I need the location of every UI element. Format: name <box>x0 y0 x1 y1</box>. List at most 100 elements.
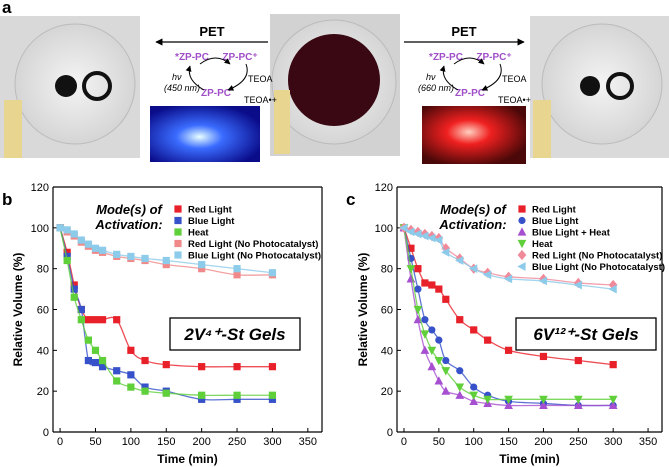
marker <box>56 224 64 232</box>
annotation: 2V⁴⁺-St Gels <box>183 325 285 344</box>
marker <box>434 356 444 366</box>
marker <box>77 236 85 244</box>
legend-label: Red Light <box>188 205 233 216</box>
light: (660 nm) <box>418 83 454 93</box>
marker <box>455 256 464 265</box>
annotation-box <box>169 317 301 351</box>
marker <box>268 269 277 277</box>
x-axis-label: Time (min) <box>157 452 217 466</box>
marker <box>420 345 430 354</box>
legend-label: Red Light (No Photocatalyst) <box>532 251 662 262</box>
light: hν <box>426 72 436 82</box>
marker <box>141 383 149 391</box>
photo-right <box>530 16 669 158</box>
marker <box>113 367 121 375</box>
y-tick-label: 100 <box>375 223 393 235</box>
legend-label: Heat <box>532 239 553 250</box>
legend-marker <box>174 228 182 236</box>
marker <box>84 240 92 248</box>
marker <box>141 387 149 395</box>
marker <box>539 400 548 410</box>
marker <box>470 383 478 391</box>
marker <box>427 346 437 356</box>
legend-title: Mode(s) of Activation: <box>439 202 507 232</box>
marker <box>63 256 71 265</box>
pet-label: PET <box>451 24 476 39</box>
series <box>399 223 617 294</box>
series <box>400 216 617 410</box>
marker <box>70 293 78 301</box>
species: ZP-PC⁺ <box>476 52 511 63</box>
marker <box>91 316 100 324</box>
photo-blue-light <box>150 106 260 162</box>
marker <box>482 270 492 280</box>
legend-label: Red Light <box>532 205 577 216</box>
marker <box>428 326 436 334</box>
marker <box>84 336 92 344</box>
marker <box>77 316 85 324</box>
legend-label: Red Light (No Photocatalyst) <box>188 239 318 250</box>
legend-label: Heat <box>188 228 209 239</box>
marker <box>233 391 241 399</box>
y-tick-label: 20 <box>37 386 49 398</box>
y-axis-label: Relative Volume (%) <box>11 253 25 367</box>
panel-letter: c <box>346 190 355 209</box>
marker <box>233 265 241 273</box>
x-tick-label: 250 <box>569 436 587 448</box>
legend-marker <box>518 216 526 225</box>
marker <box>63 248 71 256</box>
marker <box>70 285 78 293</box>
panel-letter: a <box>2 0 12 17</box>
marker <box>268 391 277 399</box>
cycle-right: PET *ZP-PC ZP-PC⁺ ZP-PC TEOA TEOA•+ hν (… <box>404 24 531 105</box>
marker <box>609 361 617 369</box>
marker <box>504 346 513 354</box>
y-tick-label: 80 <box>381 264 393 276</box>
marker <box>198 260 206 269</box>
legend-label: Blue Light (No Photocatalyst) <box>532 262 665 273</box>
x-axis-label: Time (min) <box>499 452 559 466</box>
marker <box>91 346 100 354</box>
marker <box>468 264 478 274</box>
species: ZP-PC <box>455 88 485 99</box>
y-tick-label: 60 <box>37 305 49 317</box>
y-tick-label: 20 <box>381 386 393 398</box>
marker <box>233 395 241 403</box>
marker <box>98 363 107 371</box>
marker <box>441 386 451 395</box>
marker <box>420 330 430 339</box>
marker <box>406 265 416 274</box>
marker <box>539 395 548 405</box>
marker <box>608 395 618 405</box>
y-tick-label: 40 <box>381 345 393 357</box>
legend-label: Blue Light + Heat <box>532 228 611 239</box>
x-tick-label: 350 <box>639 436 657 448</box>
legend-marker <box>174 205 182 213</box>
marker <box>573 395 583 405</box>
species: TEOA•+ <box>244 95 277 105</box>
marker <box>539 352 548 361</box>
legend-marker <box>517 239 527 249</box>
marker <box>455 390 465 399</box>
marker <box>420 231 429 241</box>
x-tick-label: 350 <box>299 436 317 448</box>
marker <box>441 247 450 257</box>
series <box>56 224 277 277</box>
x-tick-label: 150 <box>499 436 517 448</box>
marker <box>469 391 479 401</box>
x-tick-label: 300 <box>604 436 622 448</box>
legend-label: Blue Light (No Photocatalyst) <box>188 251 321 262</box>
species: *ZP-PC <box>429 52 463 63</box>
marker <box>456 367 464 375</box>
legend-marker <box>517 227 527 236</box>
legend-marker <box>174 239 182 248</box>
marker <box>455 383 465 392</box>
marker <box>427 233 436 243</box>
marker <box>428 281 436 289</box>
x-tick-label: 150 <box>157 436 175 448</box>
marker <box>538 276 548 286</box>
x-tick-label: 50 <box>89 436 101 448</box>
marker <box>573 280 582 290</box>
x-tick-label: 50 <box>433 436 445 448</box>
